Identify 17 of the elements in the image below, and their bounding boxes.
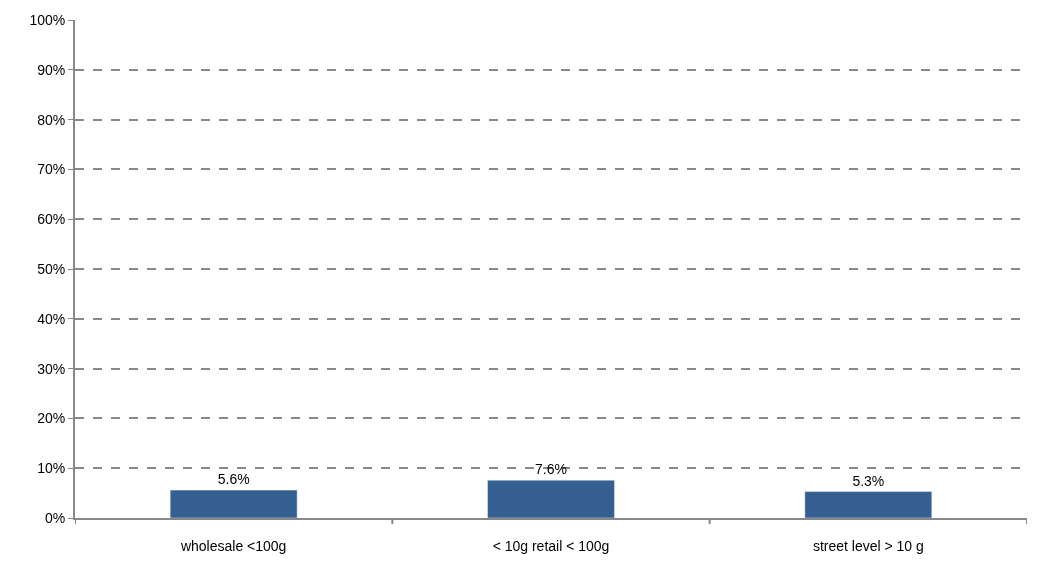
y-tick-label: 50% [37,260,66,277]
x-tick-label: street level > 10 g [812,537,924,554]
y-tick-label: 80% [37,111,66,128]
x-tick-label: < 10g retail < 100g [492,537,610,554]
x-tick-label: wholesale <100g [179,537,287,554]
y-tick-label: 20% [37,410,66,427]
y-tick-label: 70% [37,161,66,178]
data-label: 5.3% [852,472,885,489]
y-tick-label: 60% [37,211,66,228]
y-tick-label: 40% [37,310,66,327]
y-tick-label: 10% [37,460,66,477]
y-tick-label: 90% [37,61,66,78]
y-tick-label: 0% [44,509,66,526]
data-label: 5.6% [217,471,250,488]
data-label: 7.6% [535,461,567,478]
y-tick-label: 30% [37,360,66,377]
y-tick-label: 100% [29,11,66,28]
